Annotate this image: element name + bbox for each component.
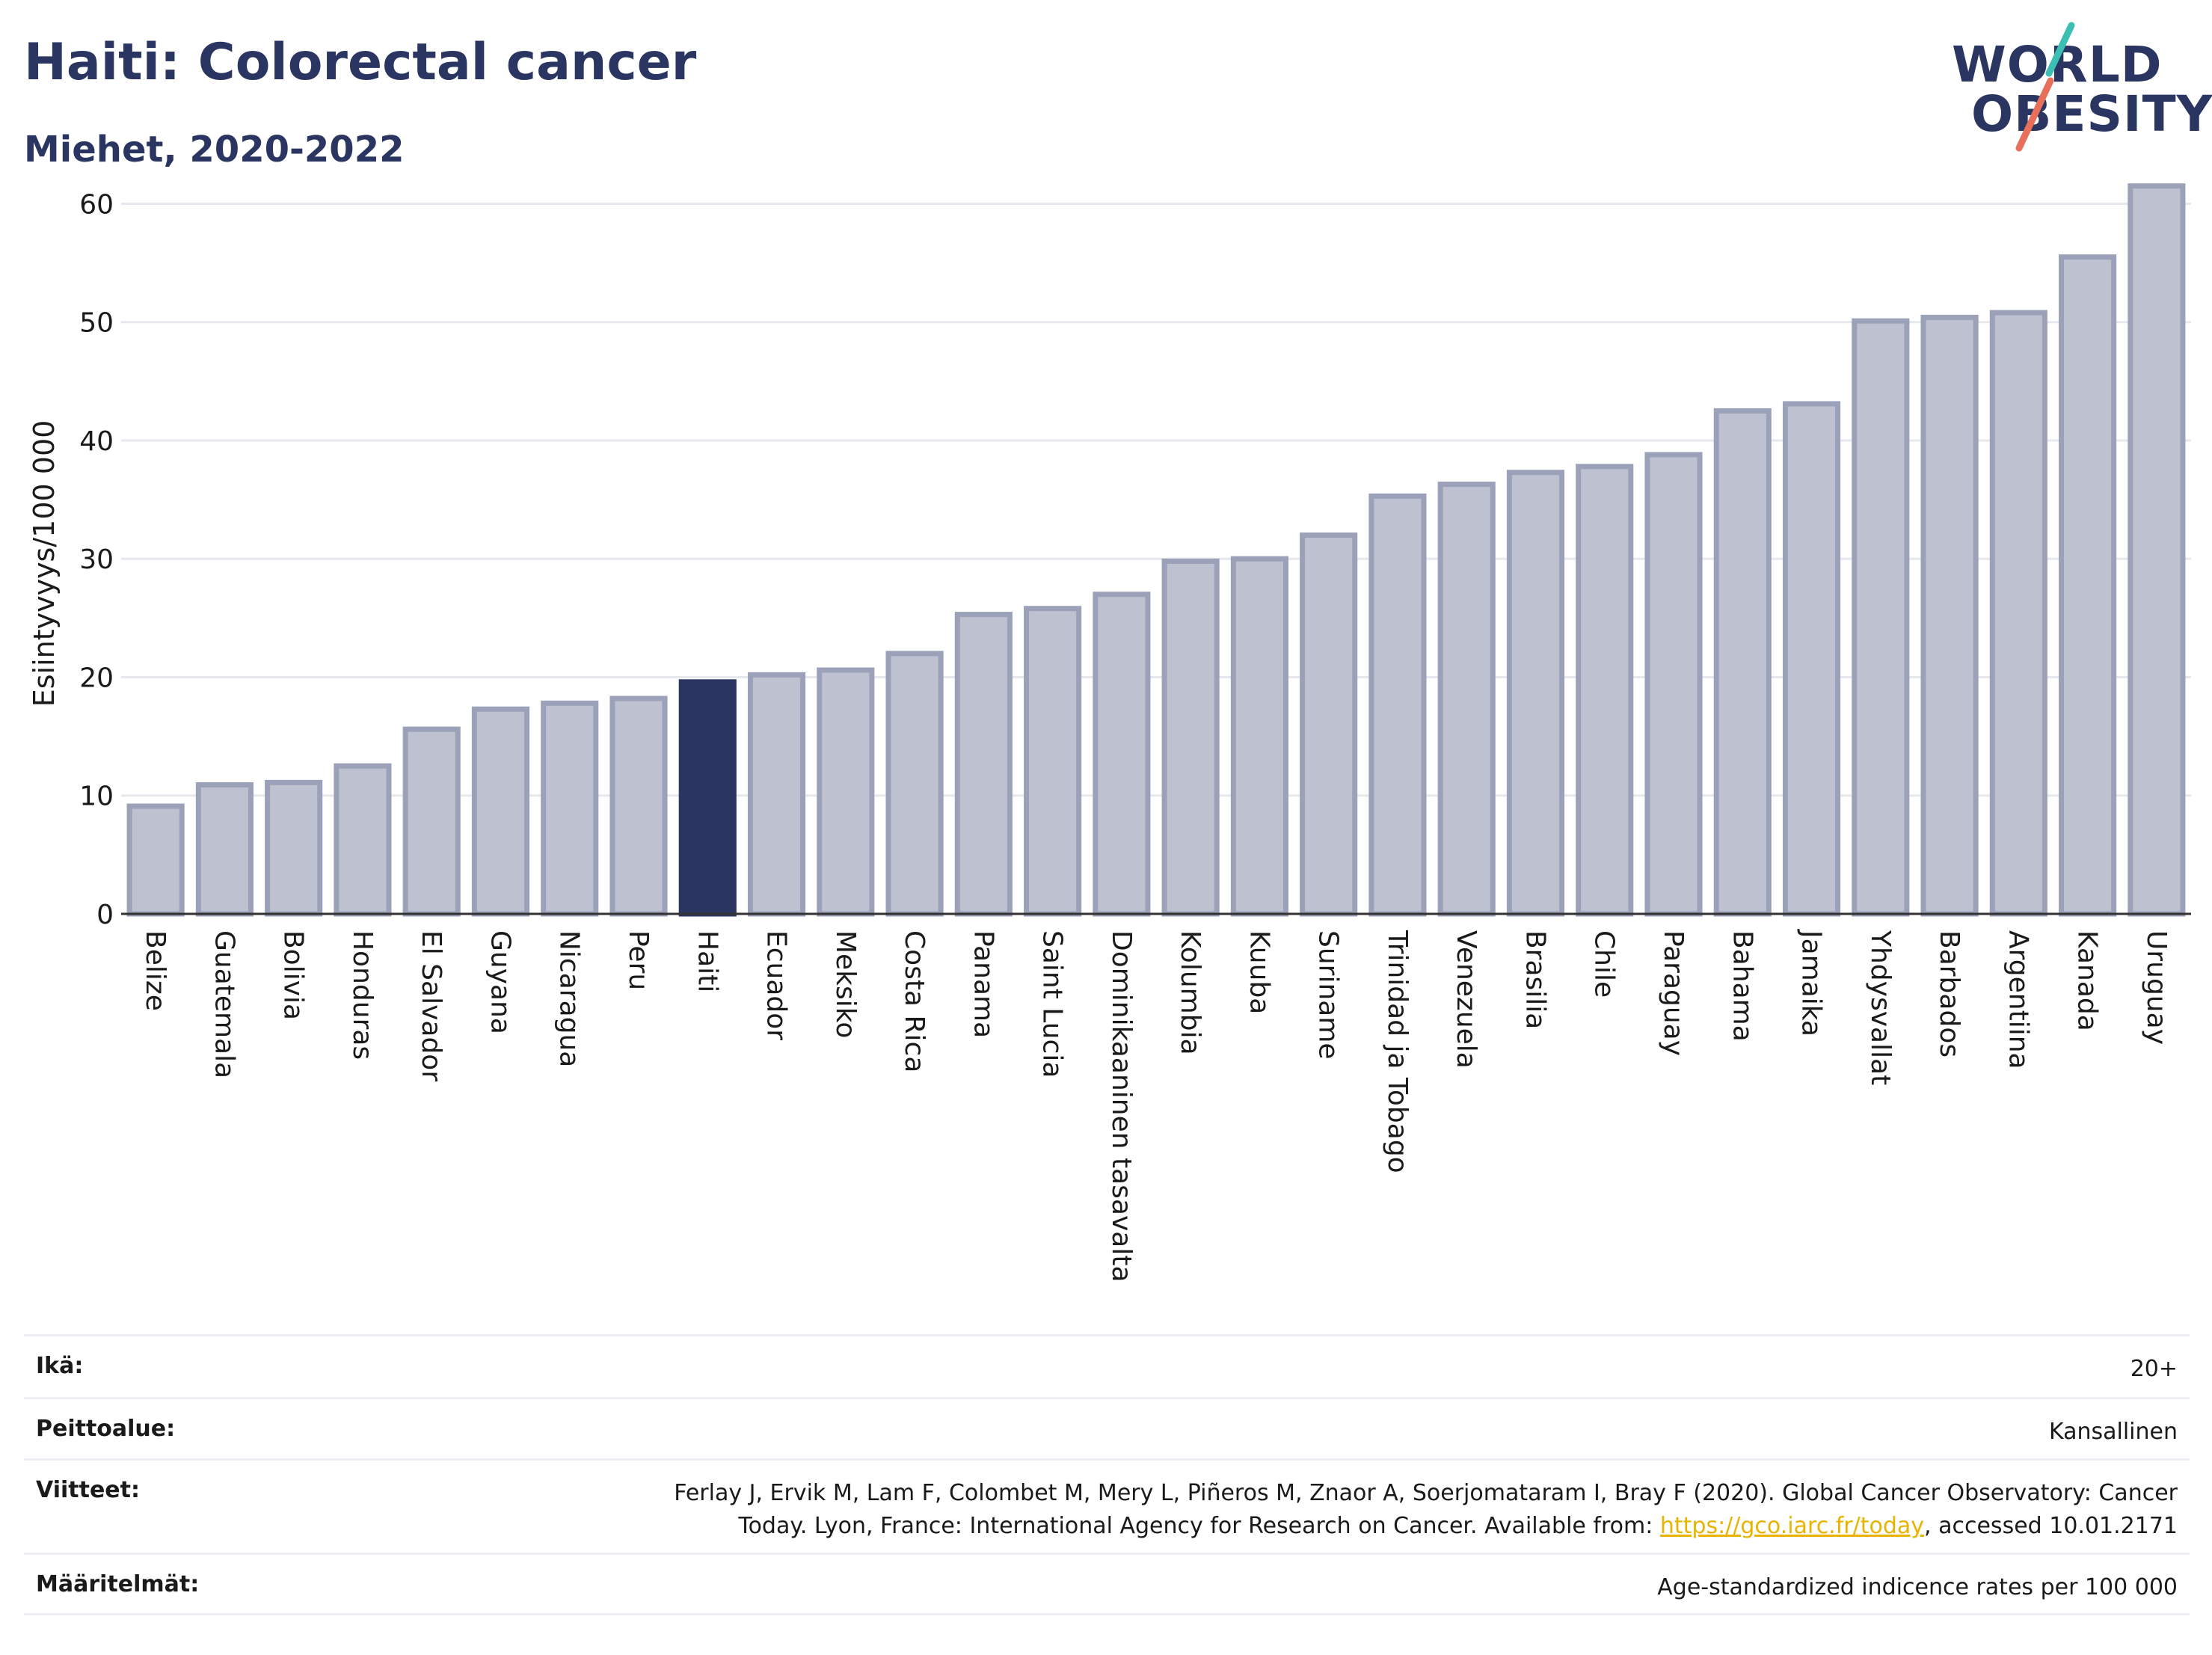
x-tick-label: El Salvador <box>416 930 446 1081</box>
x-tick-label: Chile <box>1589 930 1620 998</box>
logo-slash-icon <box>2015 22 2075 152</box>
y-tick-label: 30 <box>79 544 114 575</box>
footer-row-references: Viitteet: Ferlay J, Ervik M, Lam F, Colo… <box>24 1458 2190 1553</box>
bar-meksiko <box>817 667 875 917</box>
world-obesity-logo: WORLD OBESITY <box>1952 19 2212 162</box>
bar-saint-lucia <box>1024 606 1082 917</box>
y-tick-label: 50 <box>79 308 114 339</box>
bar-guyana <box>471 706 530 917</box>
x-tick-label: Costa Rica <box>899 930 930 1072</box>
x-tick-label: Bahama <box>1727 930 1757 1042</box>
x-tick-label: Haiti <box>692 930 722 992</box>
x-tick-label: Guatemala <box>209 930 239 1078</box>
bar-guatemala <box>195 782 254 917</box>
x-tick-label: Yhdysvallat <box>1865 930 1896 1085</box>
bar-kuuba <box>1230 556 1288 917</box>
x-tick-label: Panama <box>968 930 998 1038</box>
age-value: 20+ <box>2130 1356 2178 1382</box>
x-tick-label: Belize <box>140 930 170 1011</box>
bar-venezuela <box>1437 482 1496 917</box>
bar-bahama <box>1713 408 1772 917</box>
definitions-value: Age-standardized indicence rates per 100… <box>1657 1574 2178 1600</box>
x-tick-label: Uruguay <box>2141 930 2172 1045</box>
x-tick-label: Venezuela <box>1451 930 1481 1069</box>
bar-belize <box>126 803 185 917</box>
coverage-value: Kansallinen <box>2048 1419 2178 1445</box>
x-tick-label: Brasilia <box>1520 930 1550 1029</box>
bar-dominikaaninen-tasavalta <box>1093 592 1151 917</box>
bar-ecuador <box>747 672 806 917</box>
bar-suriname <box>1300 532 1358 917</box>
bar-chart: 0 10 20 30 40 50 60 Belize Guatemala Bolivia Hond… <box>28 183 2191 1283</box>
chart-bars <box>126 183 2186 917</box>
x-tick-label: Argentiina <box>2003 930 2033 1069</box>
bar-costa-rica <box>885 651 944 917</box>
bar-brasilia <box>1506 470 1565 917</box>
bar-argentiina <box>1989 310 2047 917</box>
x-tick-label: Jamaika <box>1796 929 1827 1037</box>
bar-haiti <box>678 679 737 917</box>
definitions-label: Määritelmät: <box>36 1571 200 1597</box>
bar-paraguay <box>1644 452 1703 917</box>
y-axis-label: Esiintyvyys/100 000 <box>28 420 61 707</box>
bar-nicaragua <box>541 700 599 917</box>
bar-el-salvador <box>402 726 461 917</box>
x-tick-label: Saint Lucia <box>1037 930 1068 1078</box>
bar-jamaika <box>1782 401 1841 917</box>
bar-honduras <box>334 763 392 917</box>
x-tick-label: Nicaragua <box>554 930 585 1067</box>
bar-bolivia <box>265 779 323 917</box>
bar-kanada <box>2059 254 2117 917</box>
x-tick-label: Dominikaaninen tasavalta <box>1106 930 1137 1283</box>
coverage-label: Peittoalue: <box>36 1416 176 1442</box>
x-tick-label: Kanada <box>2072 930 2103 1031</box>
bar-uruguay <box>2127 183 2186 917</box>
bar-yhdysvallat <box>1852 318 1910 917</box>
age-label: Ikä: <box>36 1353 84 1379</box>
x-tick-label: Trinidad ja Tobago <box>1382 930 1413 1173</box>
bar-panama <box>954 612 1013 917</box>
footer-row-coverage: Peittoalue: Kansallinen <box>24 1397 2190 1458</box>
bar-peru <box>609 696 668 917</box>
bar-barbados <box>1920 314 1979 917</box>
x-tick-label: Ecuador <box>761 930 792 1040</box>
x-tick-label: Bolivia <box>278 930 309 1020</box>
x-tick-label: Suriname <box>1313 930 1344 1060</box>
y-tick-label: 20 <box>79 663 114 693</box>
y-tick-label: 40 <box>79 426 114 457</box>
logo-word-obesity: OBESITY <box>1971 85 2212 143</box>
page-title: Haiti: Colorectal cancer <box>24 33 697 92</box>
chart-gridlines <box>121 202 2191 797</box>
x-tick-label: Barbados <box>1934 930 1964 1057</box>
x-tick-label: Peru <box>623 930 654 990</box>
bar-chile <box>1576 464 1634 917</box>
x-tick-label: Meksiko <box>830 930 861 1038</box>
references-line1: Ferlay J, Ervik M, Lam F, Colombet M, Me… <box>674 1480 2178 1506</box>
y-tick-label: 0 <box>96 900 114 930</box>
x-tick-label: Kolumbia <box>1175 930 1205 1055</box>
y-tick-label: 10 <box>79 782 114 812</box>
references-link[interactable]: https://gco.iarc.fr/today <box>1659 1513 1925 1539</box>
references-line2-pre: Today. Lyon, France: International Agenc… <box>738 1513 1660 1539</box>
page-subtitle: Miehet, 2020-2022 <box>24 129 405 171</box>
x-tick-label: Honduras <box>347 930 378 1060</box>
references-value: Ferlay J, Ervik M, Lam F, Colombet M, Me… <box>674 1477 2178 1543</box>
x-axis-labels: Belize Guatemala Bolivia Honduras El Salvado… <box>140 929 2172 1283</box>
y-axis-ticks: 0 10 20 30 40 50 60 <box>79 189 114 930</box>
x-tick-label: Guyana <box>485 930 515 1034</box>
footer-row-definitions: Määritelmät: Age-standardized indicence … <box>24 1553 2190 1615</box>
y-tick-label: 60 <box>79 189 114 220</box>
chart-footer: Ikä: 20+ Peittoalue: Kansallinen Viittee… <box>24 1334 2190 1615</box>
footer-row-age: Ikä: 20+ <box>24 1334 2190 1397</box>
references-label: Viitteet: <box>36 1477 140 1503</box>
x-tick-label: Kuuba <box>1244 930 1274 1014</box>
x-tick-label: Paraguay <box>1658 930 1689 1056</box>
references-line2-post: , accessed 10.01.2171 <box>1924 1513 2178 1539</box>
bar-kolumbia <box>1161 558 1220 917</box>
bar-trinidad-ja-tobago <box>1368 493 1427 917</box>
